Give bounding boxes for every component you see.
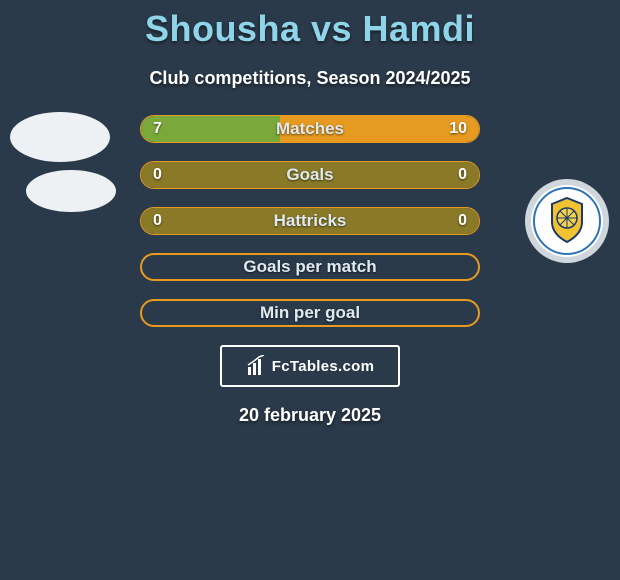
stat-row-empty: Goals per match bbox=[140, 253, 480, 281]
stat-row: 00Goals bbox=[140, 161, 480, 189]
stat-label: Hattricks bbox=[141, 211, 479, 231]
stat-row: 710Matches bbox=[140, 115, 480, 143]
brand-text: FcTables.com bbox=[272, 358, 375, 375]
stat-row: 00Hattricks bbox=[140, 207, 480, 235]
comparison-widget: Shousha vs Hamdi Club competitions, Seas… bbox=[0, 0, 620, 426]
player-left-avatar-placeholder-2 bbox=[26, 170, 116, 212]
page-subtitle: Club competitions, Season 2024/2025 bbox=[0, 68, 620, 89]
stat-label: Goals per match bbox=[142, 257, 478, 277]
stat-label: Min per goal bbox=[142, 303, 478, 323]
player-left-avatar-placeholder bbox=[10, 112, 110, 162]
stat-label: Goals bbox=[141, 165, 479, 185]
club-badge-right bbox=[524, 178, 610, 264]
brand-box: FcTables.com bbox=[220, 345, 400, 387]
stat-label: Matches bbox=[141, 119, 479, 139]
stat-row-empty: Min per goal bbox=[140, 299, 480, 327]
footer-date: 20 february 2025 bbox=[0, 405, 620, 426]
page-title: Shousha vs Hamdi bbox=[0, 8, 620, 50]
stats-block: 710Matches 00Goals 00Hattricks Goals per ma… bbox=[140, 115, 480, 327]
chart-icon bbox=[246, 355, 268, 377]
